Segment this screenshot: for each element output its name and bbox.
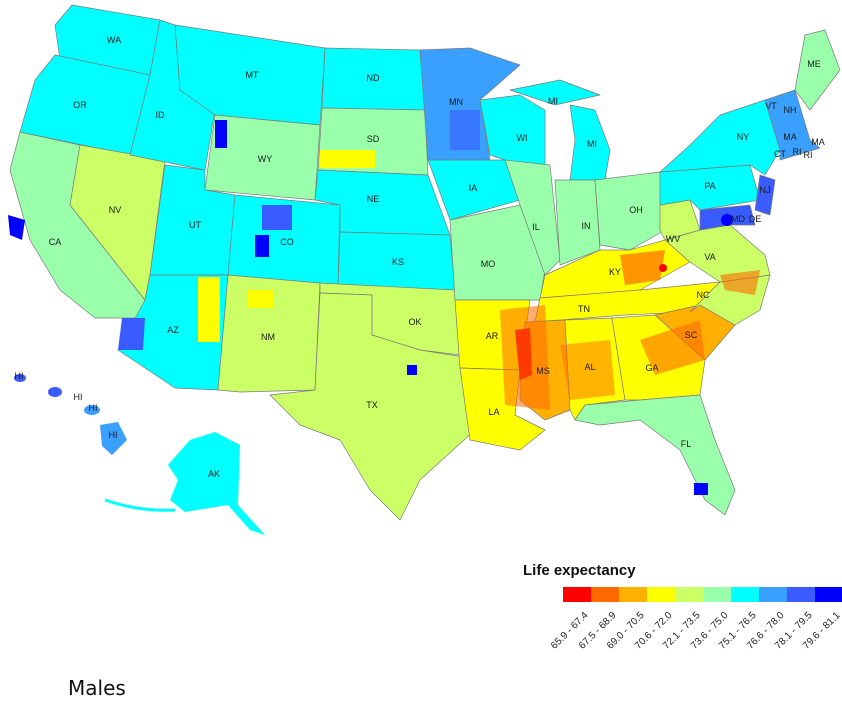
legend-swatch (591, 587, 619, 602)
ak-aleutians (104, 498, 176, 512)
state-in (554, 179, 601, 266)
state-il (504, 159, 561, 276)
legend-bin-labels: 65.9 - 67.4 67.5 - 68.9 69.0 - 70.5 70.6 - … (549, 610, 842, 670)
state-label-al: AL (584, 362, 595, 372)
state-hi-oahu (48, 387, 62, 397)
state-label-hi: HI (89, 403, 98, 413)
caption-sex: Males (68, 676, 126, 700)
state-label-wa: WA (107, 35, 121, 45)
legend-swatch (731, 587, 759, 602)
state-label-ut: UT (189, 220, 201, 230)
legend-swatch (647, 587, 675, 602)
legend-swatch (703, 587, 731, 602)
state-label-mn: MN (449, 97, 463, 107)
state-ny (659, 99, 781, 176)
state-label-wv: WV (666, 234, 681, 244)
legend-title: Life expectancy (523, 562, 636, 579)
state-label-hi: HI (74, 392, 83, 402)
us-life-expectancy-map: WA OR CA ID NV MT WY UT AZ CO NM ND SD NE KS OK TX MN IA MO… (8, 4, 841, 535)
state-label-ma: MA (783, 132, 797, 142)
legend-swatch (759, 587, 787, 602)
state-label-vt: VT (765, 101, 777, 111)
legend-swatch (619, 587, 647, 602)
state-label-oh: OH (629, 205, 643, 215)
state-hi-niihau (14, 374, 26, 382)
legend: Life expectancy 65.9 - 67.4 67.5 - 68.9 69… (520, 560, 842, 660)
state-labels: WA OR CA ID NV MT WY UT AZ CO NM ND SD NE KS OK TX MN IA MO… (15, 35, 825, 479)
state-hi-big-island (100, 422, 127, 455)
state-label-az: AZ (167, 325, 179, 335)
state-label-hi: HI (109, 430, 118, 440)
state-label-la: LA (488, 407, 499, 417)
state-ak (168, 432, 265, 535)
state-label-wi: WI (517, 133, 528, 143)
state-label-tx: TX (366, 400, 378, 410)
legend-swatch (675, 587, 703, 602)
state-label-tn: TN (578, 304, 590, 314)
state-label-nv: NV (109, 205, 122, 215)
state-nj (754, 174, 776, 216)
legend-swatch (787, 587, 815, 602)
state-or (19, 54, 151, 156)
state-label-pa: PA (704, 181, 715, 191)
state-label-mt: MT (246, 70, 259, 80)
state-label-hi: HI (15, 371, 24, 381)
state-fl (574, 394, 736, 516)
state-label-il: IL (532, 222, 540, 232)
state-label-sd: SD (367, 134, 380, 144)
state-label-ct: CT (774, 149, 786, 159)
state-label-co: CO (280, 237, 294, 247)
state-me (794, 29, 841, 111)
state-label-ok: OK (408, 317, 421, 327)
state-label-de: DE (749, 214, 762, 224)
state-label-ky: KY (609, 267, 621, 277)
state-label-ne: NE (367, 194, 380, 204)
state-hi-maui (84, 405, 100, 415)
state-label-ma: MA (811, 137, 825, 147)
state-label-ar: AR (486, 331, 499, 341)
legend-swatch (563, 587, 591, 602)
state-mi-up (509, 79, 601, 106)
state-label-id: ID (156, 110, 166, 120)
state-nm (217, 274, 321, 393)
state-label-in: IN (582, 221, 591, 231)
state-label-mi: MI (548, 96, 558, 106)
state-label-mo: MO (481, 259, 496, 269)
state-label-nd: ND (367, 73, 380, 83)
state-label-md: MD (731, 214, 745, 224)
state-label-nm: NM (261, 332, 275, 342)
state-label-sc: SC (685, 330, 698, 340)
state-label-ks: KS (392, 257, 404, 267)
state-label-nj: NJ (760, 185, 771, 195)
state-label-ri: RI (804, 150, 813, 160)
state-tx (269, 292, 476, 521)
state-label-ia: IA (469, 183, 478, 193)
state-label-ga: GA (645, 363, 658, 373)
state-label-nh: NH (784, 105, 797, 115)
state-label-me: ME (807, 59, 821, 69)
state-label-fl: FL (681, 439, 692, 449)
legend-swatch (815, 587, 842, 602)
state-label-ms: MS (536, 366, 550, 376)
state-oh (594, 171, 666, 251)
state-label-or: OR (73, 100, 87, 110)
state-label-ak: AK (208, 469, 220, 479)
legend-color-bar (563, 587, 842, 602)
state-label-va: VA (704, 252, 715, 262)
county-clusters (8, 110, 760, 495)
state-label-mi: MI (587, 139, 597, 149)
state-label-wy: WY (258, 154, 273, 164)
state-label-ca: CA (49, 237, 62, 247)
state-label-nc: NC (697, 290, 710, 300)
state-label-ri: RI (793, 147, 802, 157)
inset-states (14, 374, 265, 535)
states-layer (9, 4, 841, 521)
state-label-ny: NY (737, 132, 750, 142)
